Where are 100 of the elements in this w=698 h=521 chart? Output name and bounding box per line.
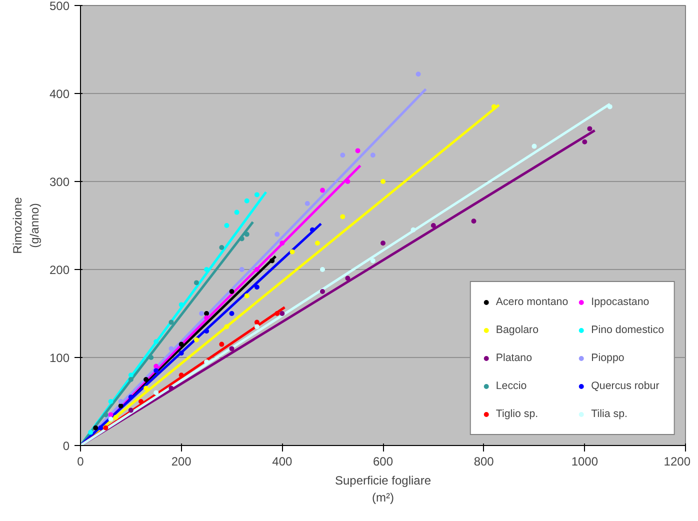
point bbox=[380, 179, 386, 184]
point bbox=[154, 368, 159, 374]
y-tick-label: 100 bbox=[49, 351, 70, 365]
x-axis-title: Superficie fogliare (m²) bbox=[334, 474, 432, 504]
point bbox=[118, 403, 124, 408]
point bbox=[118, 399, 124, 404]
point bbox=[274, 311, 280, 316]
point bbox=[178, 342, 184, 347]
point bbox=[254, 320, 260, 325]
point bbox=[587, 126, 592, 132]
point bbox=[128, 372, 134, 378]
point bbox=[244, 293, 250, 298]
point bbox=[320, 267, 325, 272]
point bbox=[370, 258, 376, 264]
y-tick-label: 0 bbox=[62, 439, 70, 453]
point bbox=[199, 311, 204, 316]
point bbox=[204, 359, 210, 364]
point bbox=[254, 267, 260, 272]
legend-label: Tiglio sp. bbox=[496, 407, 538, 421]
point bbox=[607, 104, 612, 110]
point bbox=[204, 311, 210, 316]
point bbox=[280, 240, 285, 246]
point bbox=[194, 337, 199, 342]
point bbox=[168, 386, 174, 391]
point bbox=[290, 249, 295, 254]
point bbox=[314, 240, 320, 246]
point bbox=[345, 179, 350, 184]
legend-label: Bagolaro bbox=[496, 323, 539, 337]
point bbox=[108, 399, 114, 404]
point bbox=[471, 218, 476, 224]
point bbox=[340, 214, 346, 220]
point bbox=[103, 425, 108, 430]
point bbox=[345, 276, 350, 281]
point bbox=[410, 227, 416, 232]
point bbox=[113, 414, 118, 420]
point bbox=[310, 227, 315, 232]
legend-label: Pioppo bbox=[591, 351, 624, 365]
point bbox=[254, 192, 260, 198]
x-tick-label: 800 bbox=[474, 454, 494, 468]
point bbox=[244, 232, 250, 237]
point bbox=[98, 425, 104, 430]
point bbox=[320, 188, 325, 193]
point bbox=[234, 210, 240, 215]
point bbox=[108, 412, 114, 418]
x-tick-label: 1000 bbox=[571, 454, 598, 468]
x-tick-label: 400 bbox=[272, 454, 293, 468]
point bbox=[229, 346, 234, 352]
y-tick-label: 200 bbox=[49, 263, 70, 277]
point bbox=[416, 72, 421, 77]
point bbox=[144, 386, 149, 391]
point bbox=[88, 430, 94, 435]
x-tick-label: 600 bbox=[372, 454, 394, 468]
point bbox=[219, 245, 224, 250]
legend-label: Platano bbox=[496, 351, 532, 365]
point bbox=[128, 408, 134, 413]
point bbox=[138, 399, 144, 404]
point bbox=[254, 324, 260, 330]
point bbox=[154, 339, 159, 344]
point bbox=[370, 152, 376, 158]
point bbox=[108, 416, 114, 422]
point bbox=[254, 284, 260, 290]
point bbox=[178, 350, 184, 356]
point bbox=[204, 328, 210, 334]
x-tick-label: 0 bbox=[77, 454, 84, 468]
point bbox=[93, 425, 98, 430]
point bbox=[244, 198, 250, 204]
y-tick-label: 500 bbox=[49, 0, 70, 13]
point bbox=[103, 412, 108, 418]
point bbox=[128, 377, 134, 382]
point bbox=[154, 390, 159, 396]
point bbox=[154, 364, 159, 369]
point bbox=[148, 355, 154, 360]
point bbox=[168, 346, 174, 352]
point bbox=[491, 104, 496, 110]
point bbox=[532, 144, 537, 149]
point bbox=[224, 324, 230, 330]
point bbox=[582, 139, 588, 144]
legend-label: Acero montano bbox=[496, 295, 568, 309]
point bbox=[380, 240, 386, 246]
point bbox=[239, 236, 244, 242]
legend-label: Leccio bbox=[496, 379, 527, 393]
point bbox=[229, 311, 234, 316]
point bbox=[168, 320, 174, 325]
point bbox=[270, 258, 275, 264]
point bbox=[144, 377, 149, 382]
point bbox=[355, 148, 360, 154]
point bbox=[204, 315, 210, 320]
y-tick-label: 400 bbox=[49, 87, 70, 101]
point bbox=[304, 201, 310, 206]
point bbox=[320, 289, 325, 294]
point bbox=[219, 342, 224, 347]
legend-label: Quercus robur bbox=[591, 379, 660, 393]
point bbox=[194, 280, 199, 286]
y-axis-title: Rimozione (g/anno) bbox=[10, 196, 42, 254]
point bbox=[239, 267, 244, 272]
legend-label: Ippocastano bbox=[591, 295, 650, 309]
point bbox=[224, 223, 230, 228]
x-tick-label: 200 bbox=[171, 454, 192, 468]
point bbox=[274, 232, 280, 237]
x-tick-label: 1200 bbox=[664, 454, 691, 468]
